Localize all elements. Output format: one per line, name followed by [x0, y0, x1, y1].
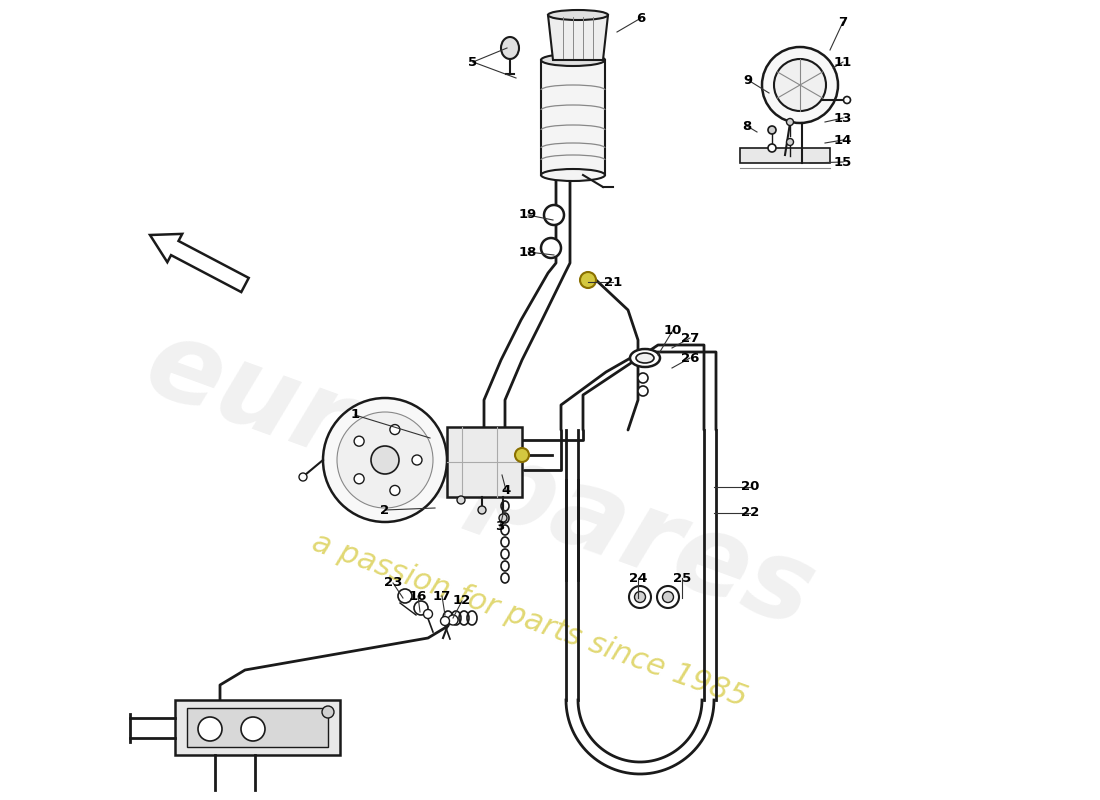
Circle shape [412, 455, 422, 465]
Circle shape [629, 586, 651, 608]
Circle shape [515, 448, 529, 462]
Text: 20: 20 [740, 481, 759, 494]
Text: 17: 17 [433, 590, 451, 602]
Text: 24: 24 [629, 571, 647, 585]
Circle shape [844, 97, 850, 103]
Circle shape [354, 436, 364, 446]
Circle shape [198, 717, 222, 741]
Text: 2: 2 [381, 503, 389, 517]
Circle shape [448, 615, 458, 625]
Text: 1: 1 [351, 409, 360, 422]
Circle shape [786, 138, 793, 146]
Text: 25: 25 [673, 571, 691, 585]
Text: 26: 26 [681, 351, 700, 365]
Circle shape [662, 591, 673, 602]
Circle shape [638, 386, 648, 396]
Bar [187, 708, 328, 747]
Text: 14: 14 [834, 134, 852, 146]
Circle shape [414, 601, 428, 615]
Text: 19: 19 [519, 209, 537, 222]
Circle shape [456, 496, 465, 504]
Text: 21: 21 [604, 275, 623, 289]
Bar [541, 60, 605, 175]
Circle shape [638, 373, 648, 383]
Text: 23: 23 [384, 577, 403, 590]
Text: 13: 13 [834, 111, 852, 125]
Bar [175, 700, 340, 755]
Circle shape [499, 514, 507, 522]
Text: 4: 4 [502, 483, 510, 497]
Ellipse shape [636, 353, 654, 363]
Circle shape [398, 589, 412, 603]
Bar [447, 427, 522, 497]
Ellipse shape [500, 37, 519, 59]
Ellipse shape [541, 169, 605, 181]
Circle shape [580, 272, 596, 288]
Text: 15: 15 [834, 155, 852, 169]
Circle shape [544, 205, 564, 225]
Ellipse shape [630, 349, 660, 367]
Circle shape [354, 474, 364, 484]
Ellipse shape [541, 54, 605, 66]
Circle shape [786, 118, 793, 126]
Circle shape [424, 610, 432, 618]
Circle shape [440, 617, 450, 626]
Text: 9: 9 [744, 74, 752, 86]
Text: 8: 8 [742, 119, 751, 133]
Circle shape [657, 586, 679, 608]
Text: 7: 7 [838, 15, 848, 29]
Circle shape [768, 126, 776, 134]
Circle shape [371, 446, 399, 474]
Polygon shape [548, 15, 608, 60]
Circle shape [389, 425, 400, 434]
Circle shape [541, 238, 561, 258]
Text: 3: 3 [495, 521, 505, 534]
Circle shape [337, 412, 433, 508]
Text: a passion for parts since 1985: a passion for parts since 1985 [308, 527, 751, 713]
Text: 18: 18 [519, 246, 537, 258]
Text: eurospares: eurospares [132, 310, 828, 650]
Text: 5: 5 [469, 55, 477, 69]
Circle shape [762, 47, 838, 123]
Text: 12: 12 [453, 594, 471, 607]
Circle shape [322, 706, 334, 718]
Circle shape [241, 717, 265, 741]
Text: 22: 22 [741, 506, 759, 519]
Text: 27: 27 [681, 331, 700, 345]
Circle shape [323, 398, 447, 522]
Text: 11: 11 [834, 55, 852, 69]
Circle shape [389, 486, 400, 495]
Circle shape [635, 591, 646, 602]
Circle shape [478, 506, 486, 514]
Ellipse shape [548, 10, 608, 20]
Circle shape [768, 144, 776, 152]
Circle shape [774, 59, 826, 111]
Text: 16: 16 [409, 590, 427, 602]
Text: 10: 10 [663, 323, 682, 337]
Bar [740, 148, 830, 163]
Circle shape [299, 473, 307, 481]
FancyArrow shape [150, 234, 249, 292]
Text: 6: 6 [637, 11, 646, 25]
